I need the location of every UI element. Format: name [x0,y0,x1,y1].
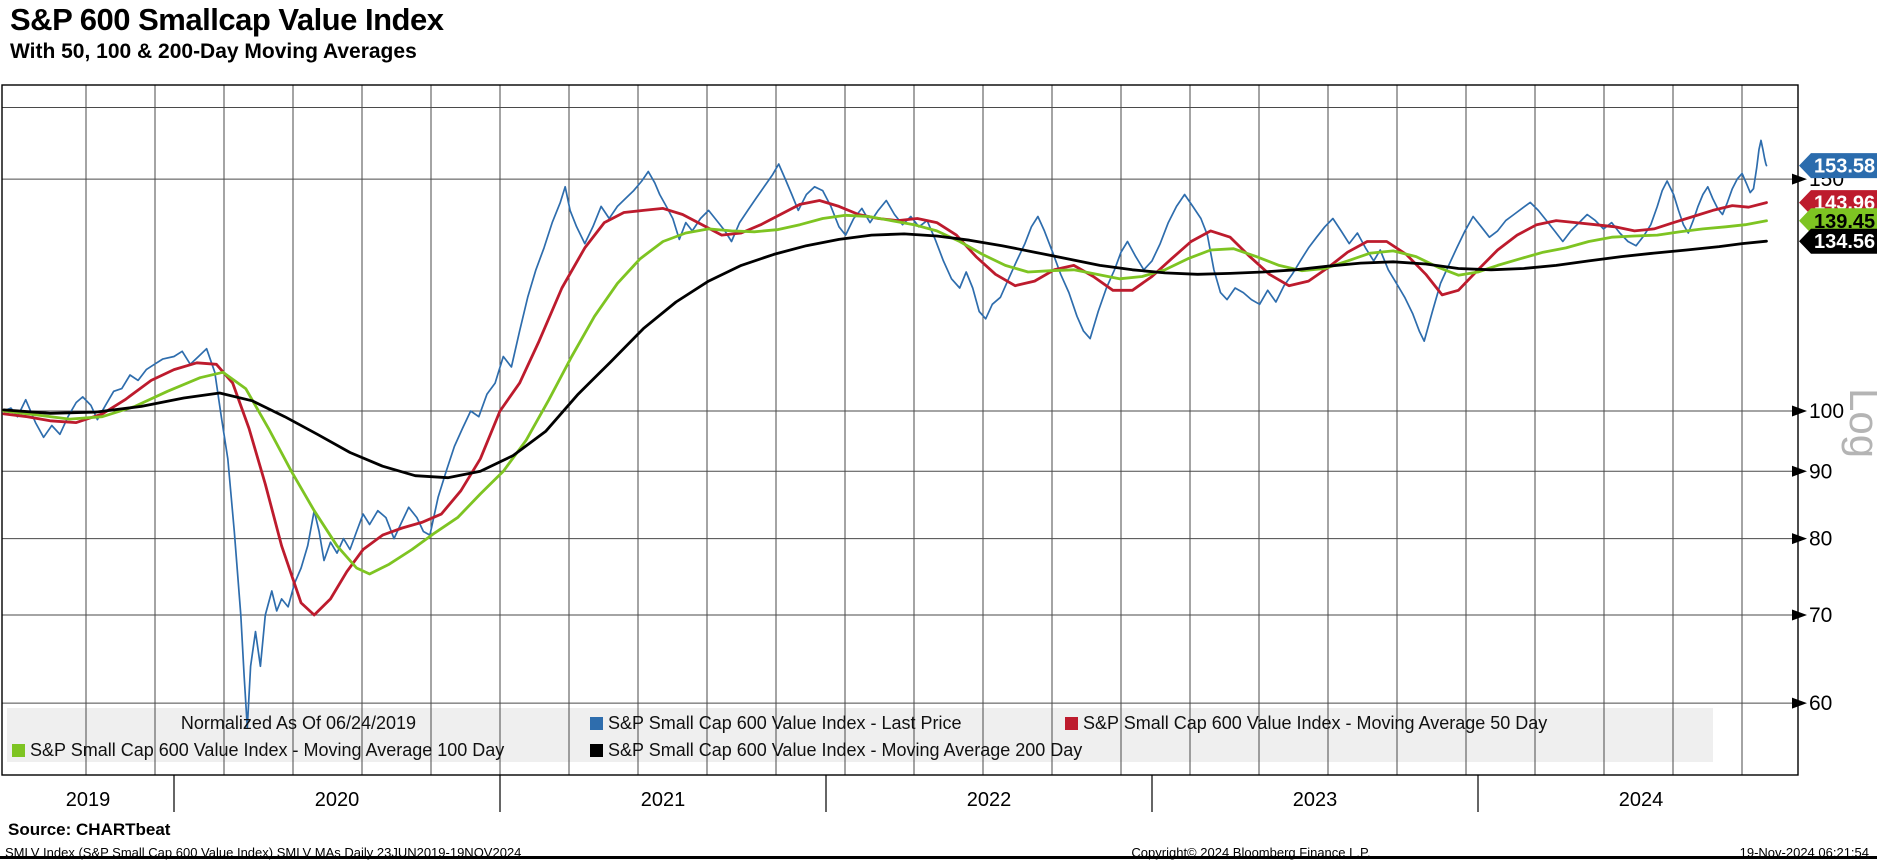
legend-label: S&P Small Cap 600 Value Index - Moving A… [608,740,1083,760]
y-tick-arrow-icon [1792,697,1807,709]
legend-band [7,708,1713,762]
y-tick-arrow-icon [1792,609,1807,621]
price-tag-value: 153.58 [1814,156,1875,178]
series-line-ma200 [2,232,1768,480]
page-subtitle: With 50, 100 & 200-Day Moving Averages [10,40,417,63]
legend-swatch-icon [590,717,603,730]
price-tag-value: 139.45 [1814,211,1875,233]
legend-item-ma50: S&P Small Cap 600 Value Index - Moving A… [1065,710,1547,736]
legend-item-last-price: S&P Small Cap 600 Value Index - Last Pri… [590,710,962,736]
x-year-label: 2021 [641,789,686,811]
legend-label: S&P Small Cap 600 Value Index - Moving A… [1083,713,1548,733]
y-tick-label: 80 [1809,528,1832,551]
price-tag [1799,228,1877,254]
legend-label: S&P Small Cap 600 Value Index - Last Pri… [608,713,962,733]
legend-swatch-icon [12,744,25,757]
x-year-label: 2022 [967,789,1012,811]
legend-normalized-note: Normalized As Of 06/24/2019 [7,710,590,736]
legend-item-ma200: S&P Small Cap 600 Value Index - Moving A… [590,737,1082,763]
x-year-label: 2019 [66,789,111,811]
legend-label: Normalized As Of 06/24/2019 [180,713,417,733]
legend-item-ma100: S&P Small Cap 600 Value Index - Moving A… [12,737,504,763]
page-title: S&P 600 Smallcap Value Index [10,2,444,37]
x-year-label: 2020 [315,789,360,811]
y-tick-label: 60 [1809,692,1832,715]
chart-header: S&P 600 Smallcap Value Index With 50, 10… [10,2,444,64]
price-tag-value: 134.56 [1814,231,1875,253]
plot-frame [1,84,1799,776]
source-label: Source: CHARTbeat [8,820,171,839]
bottom-border-bar [0,856,1877,859]
series-line-last-price [2,139,1768,729]
log-scale-label: Log [1841,388,1877,458]
y-tick-arrow-icon [1792,173,1807,185]
x-year-label: 2023 [1293,789,1338,811]
y-tick-label: 70 [1809,604,1832,627]
legend-swatch-icon [590,744,603,757]
y-tick-arrow-icon [1792,533,1807,545]
y-tick-label: 90 [1809,460,1832,483]
price-tag [1799,153,1877,179]
x-year-label: 2024 [1619,789,1664,811]
price-tag [1799,208,1877,234]
y-tick-arrow-icon [1792,405,1807,417]
legend-swatch-icon [1065,717,1078,730]
y-tick-arrow-icon [1792,465,1807,477]
y-tick-label: 100 [1809,400,1844,423]
legend-label: S&P Small Cap 600 Value Index - Moving A… [30,740,505,760]
